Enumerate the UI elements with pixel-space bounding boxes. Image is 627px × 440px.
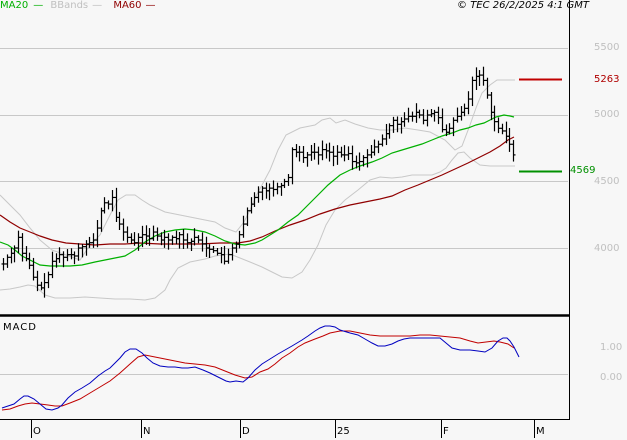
macd-tick-0: 0.00	[600, 372, 623, 383]
time-tick-label: D	[242, 426, 250, 437]
chart-legend: MA20— BBands — MA60—	[0, 0, 164, 12]
copyright-timestamp: © TEC 26/2/2025 4:1 GMT	[457, 0, 589, 11]
time-tick-label: M	[536, 426, 545, 437]
price-gridlines	[0, 48, 568, 249]
legend-bbands: BBands —	[50, 0, 103, 11]
macd-line	[1, 325, 520, 411]
price-tick-4500: 4500	[594, 176, 620, 187]
price-tick-5000: 5000	[594, 109, 620, 120]
time-tick-label: O	[33, 426, 41, 437]
time-axis-ticks	[31, 420, 535, 438]
time-tick-label: 25	[337, 426, 350, 437]
price-tick-5500: 5500	[594, 42, 620, 53]
macd-title: MACD	[3, 322, 37, 333]
bband-lower-line	[0, 151, 515, 301]
price-bars	[1, 66, 516, 298]
bband-upper-line	[0, 79, 515, 261]
macd-tick-1: 1.00	[600, 342, 623, 353]
ma20-line	[0, 114, 515, 267]
support-label: 4569	[570, 165, 596, 176]
resistance-label: 5263	[594, 74, 620, 85]
ma60-line	[0, 136, 515, 246]
price-tick-4000: 4000	[594, 243, 620, 254]
legend-ma20: MA20—	[0, 0, 44, 11]
macd-signal-line	[1, 330, 515, 411]
time-tick-label: N	[143, 426, 151, 437]
time-tick-label: F	[443, 426, 449, 437]
legend-ma60: MA60—	[113, 0, 156, 11]
